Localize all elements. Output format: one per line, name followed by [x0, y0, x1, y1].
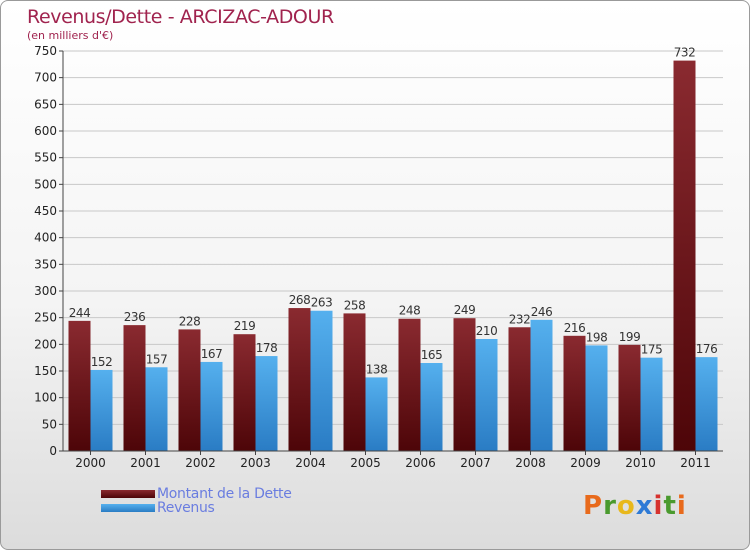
data-label: 178	[256, 341, 277, 355]
bar-dette	[178, 329, 201, 451]
logo-letter: t	[663, 491, 677, 521]
y-tick-label: 100	[34, 391, 57, 405]
bar-dette	[288, 308, 311, 451]
logo-letter: i	[653, 491, 664, 521]
x-tick-label: 2006	[405, 456, 436, 470]
y-tick-label: 750	[34, 44, 57, 58]
data-label: 268	[289, 293, 310, 307]
data-label: 176	[696, 342, 717, 356]
bar-revenus	[585, 345, 608, 451]
logo-letter: o	[616, 491, 636, 521]
bar-dette	[618, 344, 641, 451]
chart-subtitle: (en milliers d'€)	[27, 29, 114, 42]
data-label: 199	[619, 330, 640, 344]
bar-revenus	[420, 363, 443, 451]
x-tick-label: 2007	[460, 456, 491, 470]
y-tick-label: 550	[34, 151, 57, 165]
proxiti-logo: Proxiti	[583, 491, 687, 521]
data-label: 732	[674, 46, 695, 60]
data-label: 152	[91, 355, 112, 369]
bar-revenus	[475, 339, 498, 451]
bar-revenus	[530, 319, 553, 451]
bar-dette	[453, 318, 476, 451]
data-label: 258	[344, 298, 365, 312]
y-tick-label: 200	[34, 337, 57, 351]
data-label: 248	[399, 304, 420, 318]
y-tick-label: 350	[34, 257, 57, 271]
bar-revenus	[365, 377, 388, 451]
bar-dette	[343, 313, 366, 451]
y-tick-label: 50	[42, 417, 57, 431]
bar-dette	[563, 335, 586, 451]
y-tick-label: 300	[34, 284, 57, 298]
data-label: 236	[124, 310, 145, 324]
x-tick-label: 2005	[350, 456, 381, 470]
data-label: 232	[509, 312, 530, 326]
data-label: 157	[146, 352, 167, 366]
data-label: 244	[69, 306, 90, 320]
y-tick-label: 450	[34, 204, 57, 218]
x-tick-label: 2011	[680, 456, 711, 470]
data-label: 165	[421, 348, 442, 362]
data-label: 219	[234, 319, 255, 333]
legend-label-dette: Montant de la Dette	[157, 486, 292, 502]
bar-dette	[508, 327, 531, 451]
y-tick-label: 600	[34, 124, 57, 138]
bar-revenus	[695, 357, 718, 451]
legend-swatch-revenus	[101, 504, 155, 512]
bar-revenus	[640, 357, 663, 451]
logo-letter: P	[583, 491, 604, 521]
y-tick-label: 150	[34, 364, 57, 378]
x-tick-label: 2008	[515, 456, 546, 470]
bar-dette	[673, 60, 696, 451]
data-label: 246	[531, 305, 552, 319]
bar-dette	[68, 320, 91, 451]
data-label: 198	[586, 330, 607, 344]
x-tick-label: 2001	[130, 456, 161, 470]
x-tick-label: 2010	[625, 456, 656, 470]
bar-revenus	[255, 356, 278, 451]
chart-title: Revenus/Dette - ARCIZAC-ADOUR	[27, 6, 334, 28]
logo-letter: i	[676, 491, 687, 521]
data-label: 167	[201, 347, 222, 361]
logo-letter: x	[635, 491, 654, 521]
data-label: 138	[366, 362, 387, 376]
bar-revenus	[145, 367, 168, 451]
legend-swatch-dette	[101, 490, 155, 498]
data-label: 228	[179, 314, 200, 328]
x-tick-label: 2000	[75, 456, 106, 470]
y-tick-label: 0	[49, 444, 57, 458]
y-tick-label: 500	[34, 177, 57, 191]
x-tick-label: 2004	[295, 456, 326, 470]
bar-revenus	[90, 369, 113, 451]
x-tick-label: 2003	[240, 456, 271, 470]
y-tick-label: 650	[34, 97, 57, 111]
data-label: 263	[311, 296, 332, 310]
bar-revenus	[310, 310, 333, 451]
x-tick-label: 2009	[570, 456, 601, 470]
data-label: 216	[564, 321, 585, 335]
data-label: 249	[454, 303, 475, 317]
y-tick-label: 400	[34, 231, 57, 245]
bar-revenus	[200, 361, 223, 451]
data-label: 210	[476, 324, 497, 338]
legend-label-revenus: Revenus	[157, 500, 215, 516]
bar-dette	[398, 318, 421, 451]
bar-dette	[123, 325, 146, 451]
y-tick-label: 700	[34, 71, 57, 85]
logo-letter: r	[603, 491, 617, 521]
y-tick-label: 250	[34, 311, 57, 325]
x-tick-label: 2002	[185, 456, 216, 470]
data-label: 175	[641, 343, 662, 357]
bar-dette	[233, 334, 256, 451]
